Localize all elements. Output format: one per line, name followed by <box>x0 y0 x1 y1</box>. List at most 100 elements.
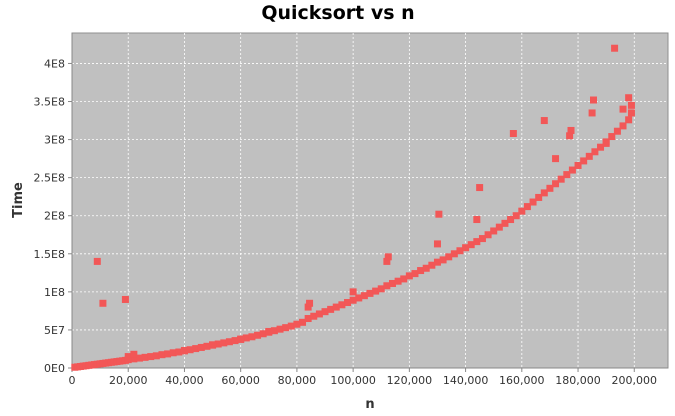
data-point <box>608 133 616 141</box>
y-tick-label: 2.5E8 <box>34 172 65 185</box>
data-point <box>588 109 596 117</box>
data-point <box>99 299 107 307</box>
data-point <box>93 257 101 265</box>
data-point <box>304 315 312 323</box>
y-tick-label: 2E8 <box>44 210 65 223</box>
data-point <box>259 330 267 338</box>
x-axis-title: n <box>365 397 374 412</box>
data-point <box>186 346 194 354</box>
x-tick-label: 140,000 <box>443 374 489 387</box>
data-point <box>439 256 447 264</box>
data-point <box>192 345 200 353</box>
data-point <box>360 292 368 300</box>
data-point <box>512 212 520 220</box>
data-point <box>332 303 340 311</box>
data-point <box>287 322 295 330</box>
y-tick-label: 0E0 <box>44 362 65 375</box>
data-point <box>625 116 633 124</box>
data-point <box>627 109 635 117</box>
y-tick-label: 5E7 <box>44 324 65 337</box>
data-point <box>197 343 205 351</box>
data-point <box>209 341 217 349</box>
data-point <box>400 275 408 283</box>
data-point <box>417 267 425 275</box>
data-point <box>484 231 492 239</box>
data-point <box>130 350 138 358</box>
data-point <box>158 351 166 359</box>
data-point <box>344 299 352 307</box>
data-point <box>383 282 391 290</box>
data-point <box>625 94 633 102</box>
data-points <box>71 44 635 371</box>
data-point <box>293 320 301 328</box>
data-point <box>164 350 172 358</box>
data-point <box>282 324 290 332</box>
x-tick-label: 40,000 <box>165 374 204 387</box>
data-point <box>225 338 233 346</box>
data-point <box>276 325 284 333</box>
data-point <box>231 337 239 345</box>
x-tick-label: 200,000 <box>612 374 658 387</box>
data-point <box>478 235 486 243</box>
x-tick-label: 180,000 <box>555 374 601 387</box>
data-point <box>377 285 385 293</box>
data-point <box>433 258 441 266</box>
x-tick-label: 60,000 <box>221 374 260 387</box>
data-point <box>546 184 554 192</box>
data-point <box>428 261 436 269</box>
data-point <box>619 105 627 113</box>
data-point <box>310 312 318 320</box>
data-point <box>214 340 222 348</box>
data-point <box>435 210 443 218</box>
data-point <box>135 354 143 362</box>
ticks: 0 20,000 40,000 60,000 80,000 100,000 120,000 1… <box>34 57 657 387</box>
data-point <box>445 253 453 261</box>
data-point <box>152 352 160 360</box>
data-point <box>456 247 464 255</box>
data-point <box>315 310 323 318</box>
data-point <box>388 279 396 287</box>
data-point <box>467 241 475 249</box>
data-point <box>540 189 548 197</box>
data-point <box>405 272 413 280</box>
x-tick-label: 20,000 <box>109 374 148 387</box>
data-point <box>602 139 610 147</box>
data-point <box>613 127 621 135</box>
data-point <box>552 155 560 163</box>
data-point <box>169 349 177 357</box>
x-tick-label: 0 <box>69 374 76 387</box>
y-tick-label: 1.5E8 <box>34 248 65 261</box>
data-point <box>203 342 211 350</box>
data-point <box>175 348 183 356</box>
data-point <box>254 331 262 339</box>
data-point <box>450 250 458 258</box>
data-point <box>349 296 357 304</box>
data-point <box>270 327 278 335</box>
data-point <box>476 184 484 192</box>
data-point <box>304 303 312 311</box>
data-point <box>580 157 588 165</box>
data-point <box>568 166 576 174</box>
data-point <box>619 122 627 130</box>
data-point <box>384 253 392 261</box>
x-tick-label: 80,000 <box>278 374 317 387</box>
data-point <box>366 289 374 297</box>
y-tick-label: 3.5E8 <box>34 96 65 109</box>
data-point <box>507 216 515 224</box>
y-tick-label: 1E8 <box>44 286 65 299</box>
data-point <box>299 318 307 326</box>
x-tick-label: 160,000 <box>499 374 545 387</box>
data-point <box>433 240 441 248</box>
data-point <box>611 44 619 52</box>
data-point <box>338 301 346 309</box>
data-point <box>355 294 363 302</box>
data-point <box>585 152 593 160</box>
data-point <box>124 353 132 361</box>
data-point <box>462 244 470 252</box>
data-point <box>535 193 543 201</box>
data-point <box>121 295 129 303</box>
y-tick-label: 4E8 <box>44 57 65 70</box>
data-point <box>242 334 250 342</box>
data-point <box>349 288 357 296</box>
data-point <box>501 219 509 227</box>
